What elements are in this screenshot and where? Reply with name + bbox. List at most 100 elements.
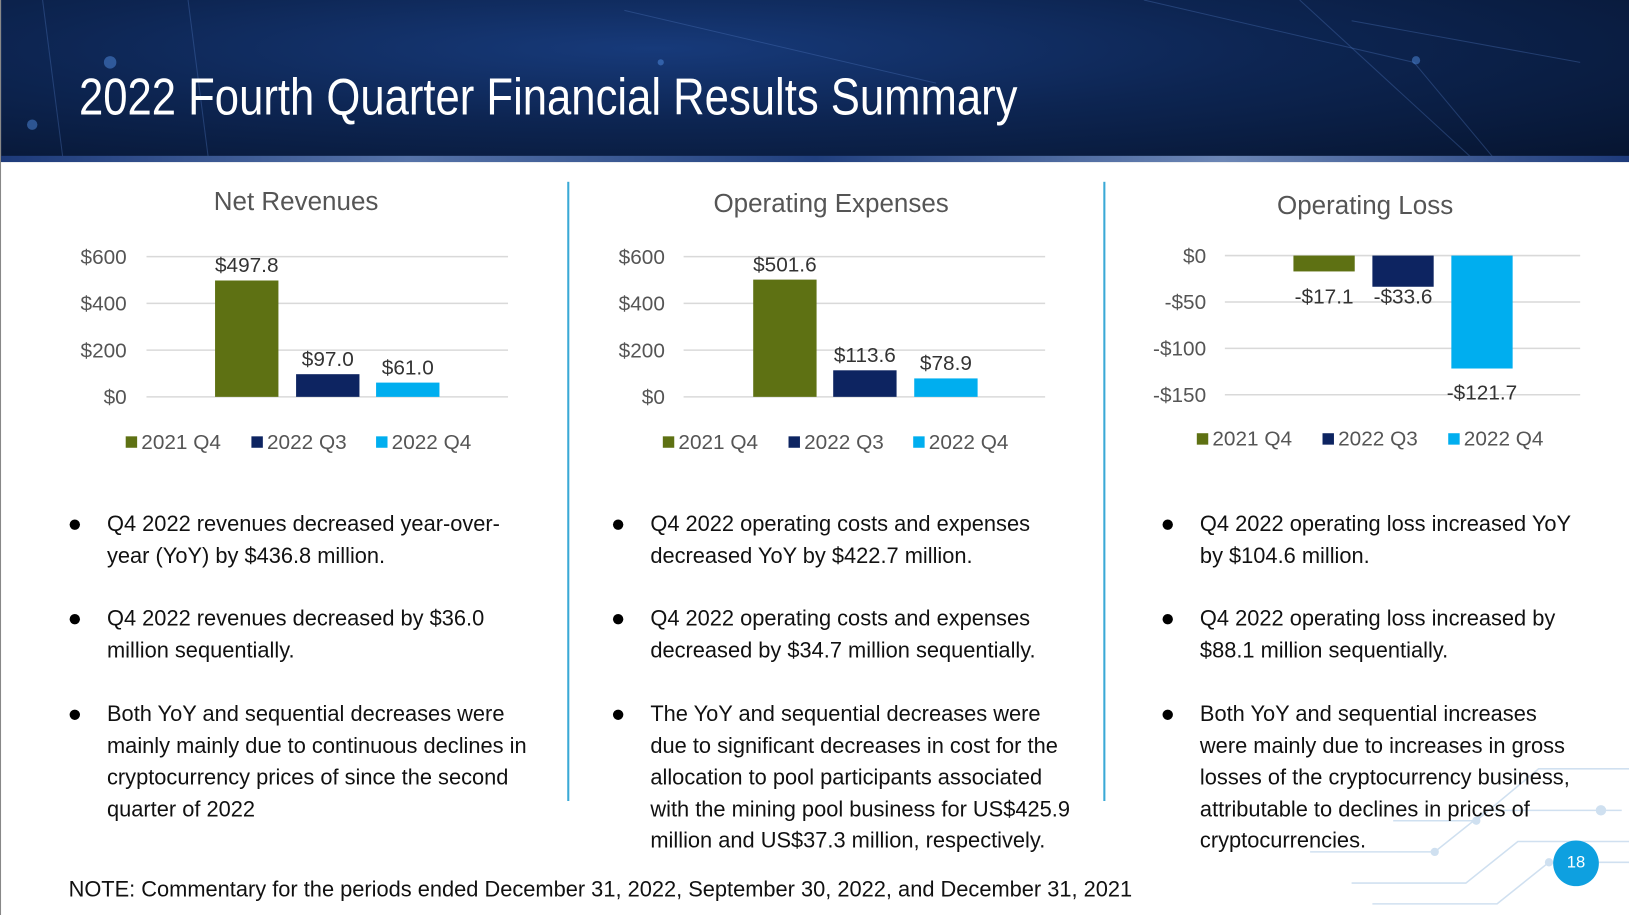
legend-label: 2021 Q4 (678, 431, 758, 454)
bullet-line: The YoY and sequential decreases were (650, 702, 1041, 727)
bar-2021-q4 (215, 280, 279, 397)
bullet-line: decreased YoY by $422.7 million. (650, 543, 973, 568)
bullet-line: decreased by $34.7 million sequentially. (650, 638, 1036, 663)
bullet-line: allocation to pool participants associat… (650, 765, 1043, 790)
bullet-text: The YoY and sequential decreases were due… (650, 699, 1070, 857)
bullet-text: Q4 2022 operating costs and expenses decr… (650, 509, 1030, 572)
bullet-icon (612, 709, 624, 720)
bullet-icon (1162, 709, 1173, 720)
bullet-icon (69, 709, 80, 720)
page-number-badge: 18 (1553, 840, 1599, 887)
bullet-line: Q4 2022 operating costs and expenses (650, 606, 1030, 631)
bullet-line: million sequentially. (107, 638, 295, 663)
data-label: $113.6 (834, 344, 896, 367)
page-title: 2022 Fourth Quarter Financial Results Su… (78, 67, 1018, 126)
bullet-line: by $104.6 million. (1199, 543, 1370, 568)
data-label: $497.8 (215, 254, 279, 277)
bullet-icon (1162, 519, 1173, 530)
bullet-text: Both YoY and sequential increases were ma… (1200, 699, 1570, 857)
bar-2022-q4 (914, 378, 978, 397)
legend-swatch (788, 436, 800, 448)
bar-2021-q4 (1293, 255, 1355, 272)
y-tick-label: $400 (81, 293, 127, 316)
y-tick-label: $400 (619, 293, 665, 316)
y-tick-label: $200 (81, 339, 127, 362)
legend-label: 2021 Q4 (1212, 428, 1292, 451)
y-tick-label: $0 (104, 386, 127, 409)
bullet-line: Both YoY and sequential decreases were (107, 702, 505, 727)
bullet-line: million and US$37.3 million, respectivel… (650, 829, 1046, 853)
bullet-icon (1162, 613, 1173, 625)
bullet-text: Q4 2022 operating costs and expenses decr… (650, 604, 1035, 667)
legend-label: 2022 Q4 (1464, 428, 1544, 451)
bullet-text: Q4 2022 revenues decreased by $36.0 milli… (107, 604, 484, 667)
bar-2022-q4 (376, 382, 440, 397)
y-tick-label: $0 (642, 386, 665, 409)
data-label: -$17.1 (1295, 285, 1354, 308)
data-label: $97.0 (302, 348, 354, 371)
bar-2021-q4 (753, 279, 817, 397)
legend-label: 2022 Q3 (267, 431, 347, 454)
bullet-line: losses of the cryptocurrency business, (1199, 765, 1570, 790)
bullet-line: year (YoY) by $436.8 million. (107, 543, 386, 568)
column-divider (1103, 181, 1106, 801)
bullet-line: Q4 2022 operating costs and expenses (650, 512, 1030, 537)
legend-label: 2022 Q3 (804, 431, 884, 454)
header-banner: 2022 Fourth Quarter Financial Results Su… (1, 0, 1629, 163)
y-tick-label: $200 (619, 339, 665, 362)
legend-label: 2022 Q3 (1338, 428, 1418, 451)
bullet-line: cryptocurrencies. (1199, 829, 1367, 853)
legend-swatch (125, 436, 138, 448)
y-tick-label: -$150 (1153, 384, 1206, 407)
bullet-line: quarter of 2022 (107, 797, 255, 822)
header-strip (1, 155, 1629, 163)
chart-title-operating-loss: Operating Loss (1277, 191, 1454, 221)
bullet-line: Q4 2022 operating loss increased YoY (1199, 512, 1572, 537)
column-divider (567, 181, 570, 801)
bullet-line: Q4 2022 revenues decreased by $36.0 (107, 606, 485, 631)
legend-label: 2021 Q4 (141, 431, 221, 454)
data-label: $61.0 (382, 356, 434, 379)
bar-2022-q3 (1372, 255, 1434, 287)
y-tick-label: -$100 (1153, 338, 1206, 361)
network-background (27, 0, 1581, 163)
bullet-text: Q4 2022 operating loss increased YoY by $… (1200, 509, 1571, 572)
y-tick-label: $600 (81, 246, 127, 269)
data-label: -$121.7 (1447, 382, 1517, 405)
bullet-line: with the mining pool business for US$425… (650, 797, 1070, 822)
bullet-line: attributable to declines in prices of (1199, 797, 1530, 822)
bullet-line: $88.1 million sequentially. (1199, 638, 1449, 663)
data-label: $501.6 (753, 253, 817, 276)
legend-swatch (1322, 433, 1334, 445)
bullet-line: due to significant decreases in cost for… (650, 733, 1058, 758)
chart-title-operating-expenses: Operating Expenses (713, 189, 949, 219)
legend-swatch (1448, 433, 1460, 445)
y-tick-label: $600 (619, 246, 665, 269)
bullet-text: Q4 2022 revenues decreased year-over-yea… (107, 509, 500, 572)
data-label: -$33.6 (1374, 285, 1433, 308)
bullet-line: cryptocurrency prices of since the secon… (107, 765, 509, 790)
y-tick-label: -$50 (1165, 291, 1207, 314)
legend-swatch (251, 436, 263, 448)
legend-label: 2022 Q4 (392, 431, 472, 454)
footnote: NOTE: Commentary for the periods ended D… (68, 877, 1133, 902)
bullet-text: Both YoY and sequential decreases were ma… (107, 699, 527, 826)
data-label: $78.9 (920, 352, 972, 375)
legend-label: 2022 Q4 (929, 431, 1009, 454)
bullet-icon (69, 613, 80, 625)
legend-swatch (662, 436, 675, 448)
bullet-icon (612, 519, 624, 530)
bar-2022-q3 (296, 374, 360, 397)
bullet-icon (612, 613, 624, 625)
chart-title-net-revenues: Net Revenues (213, 187, 379, 217)
bullet-text: Q4 2022 operating loss increased by $88.1… (1200, 604, 1555, 667)
bullet-line: Q4 2022 revenues decreased year-over- (107, 512, 500, 537)
bullet-line: were mainly due to increases in gross (1199, 733, 1565, 758)
bar-2022-q4 (1451, 255, 1513, 369)
bullet-line: mainly mainly due to continuous declines… (107, 733, 527, 758)
legend-swatch (913, 436, 925, 448)
y-tick-label: $0 (1183, 245, 1206, 268)
legend-swatch (376, 436, 388, 448)
